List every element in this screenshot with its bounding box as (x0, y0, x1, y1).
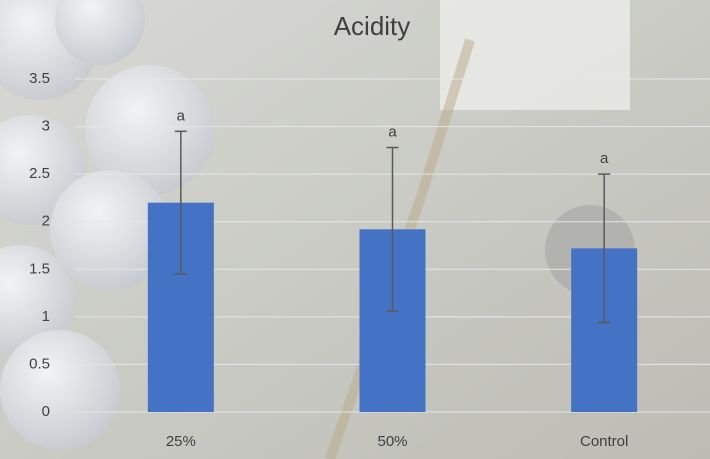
annotation: a (177, 107, 186, 124)
y-tick-label: 0.5 (29, 355, 50, 372)
y-tick-label: 2 (42, 213, 50, 230)
x-tick-label: 50% (377, 433, 407, 450)
annotation: a (600, 150, 609, 167)
y-tick-label: 1.5 (29, 260, 50, 277)
chart-title: Acidity (334, 11, 411, 41)
error-bar (598, 173, 611, 324)
y-tick-label: 3 (42, 118, 50, 135)
y-tick-label: 3.5 (29, 70, 50, 87)
y-tick-label: 1 (42, 308, 50, 325)
y-tick-label: 2.5 (29, 165, 50, 182)
x-tick-label: 25% (166, 433, 196, 450)
annotation: a (388, 123, 397, 140)
x-tick-label: Control (580, 433, 628, 450)
y-tick-label: 0 (42, 403, 50, 420)
error-bar (386, 146, 399, 312)
error-bar (174, 130, 187, 275)
